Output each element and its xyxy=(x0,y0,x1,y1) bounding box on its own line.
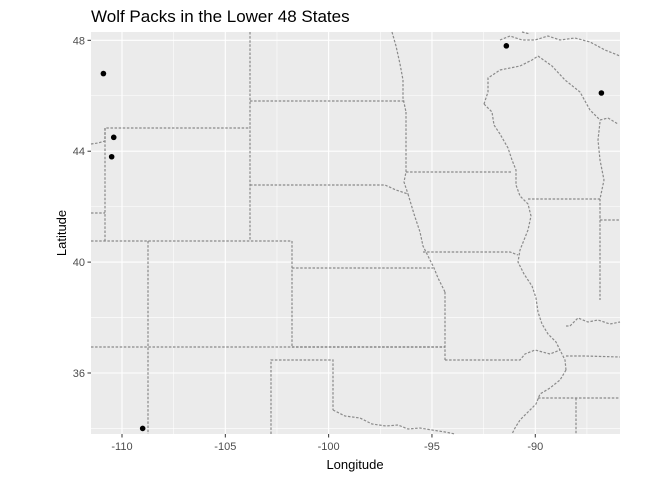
x-tick-label: -110 xyxy=(111,441,132,453)
boundary-michigan-shore xyxy=(607,117,619,125)
boundary-nd-minnesota xyxy=(391,31,407,113)
data-point xyxy=(100,70,107,77)
boundary-panhandle xyxy=(270,359,334,434)
grid-major xyxy=(91,32,620,434)
y-tick-label: 36 xyxy=(73,368,85,380)
data-point xyxy=(503,43,510,49)
x-tick-label: -95 xyxy=(424,441,440,453)
boundary-canada xyxy=(521,31,531,35)
boundary-lake-superior xyxy=(499,35,621,57)
data-point xyxy=(139,425,146,432)
boundary-mississippi xyxy=(483,103,567,371)
boundary-missouri-arkansas xyxy=(445,349,561,361)
points xyxy=(100,43,605,432)
x-axis-title: Longitude xyxy=(326,457,383,472)
x-axis: -110 -105 -100 -95 -90 xyxy=(111,434,543,453)
x-tick-label: -100 xyxy=(318,441,340,453)
boundary-iowa-missouri xyxy=(423,251,519,256)
y-tick-label: 44 xyxy=(73,146,85,158)
boundary-sd-nebraska xyxy=(250,184,409,195)
plot-panel xyxy=(91,32,620,434)
boundary-sd-minnesota xyxy=(403,112,409,195)
data-point xyxy=(108,153,115,160)
y-tick-label: 40 xyxy=(73,257,85,269)
boundary-minnesota-wisconsin xyxy=(483,55,539,105)
data-point xyxy=(110,134,117,141)
boundary-lower-mississippi xyxy=(511,369,567,435)
state-boundaries xyxy=(90,31,621,435)
y-axis-title: Latitude xyxy=(54,210,69,256)
boundary-wisconsin-michigan xyxy=(537,55,609,121)
y-axis: 36 40 44 48 xyxy=(73,35,91,380)
boundary-red-river xyxy=(332,409,456,435)
boundary-missouri-river xyxy=(407,193,446,293)
chart-title: Wolf Packs in the Lower 48 States xyxy=(91,7,350,26)
boundary-kentucky-tennessee xyxy=(566,355,621,358)
boundary-ohio-river xyxy=(569,317,621,327)
y-tick-label: 48 xyxy=(73,35,85,47)
x-tick-label: -105 xyxy=(214,441,236,453)
x-tick-label: -90 xyxy=(527,441,543,453)
grid-minor xyxy=(91,32,620,434)
data-point xyxy=(598,90,605,96)
